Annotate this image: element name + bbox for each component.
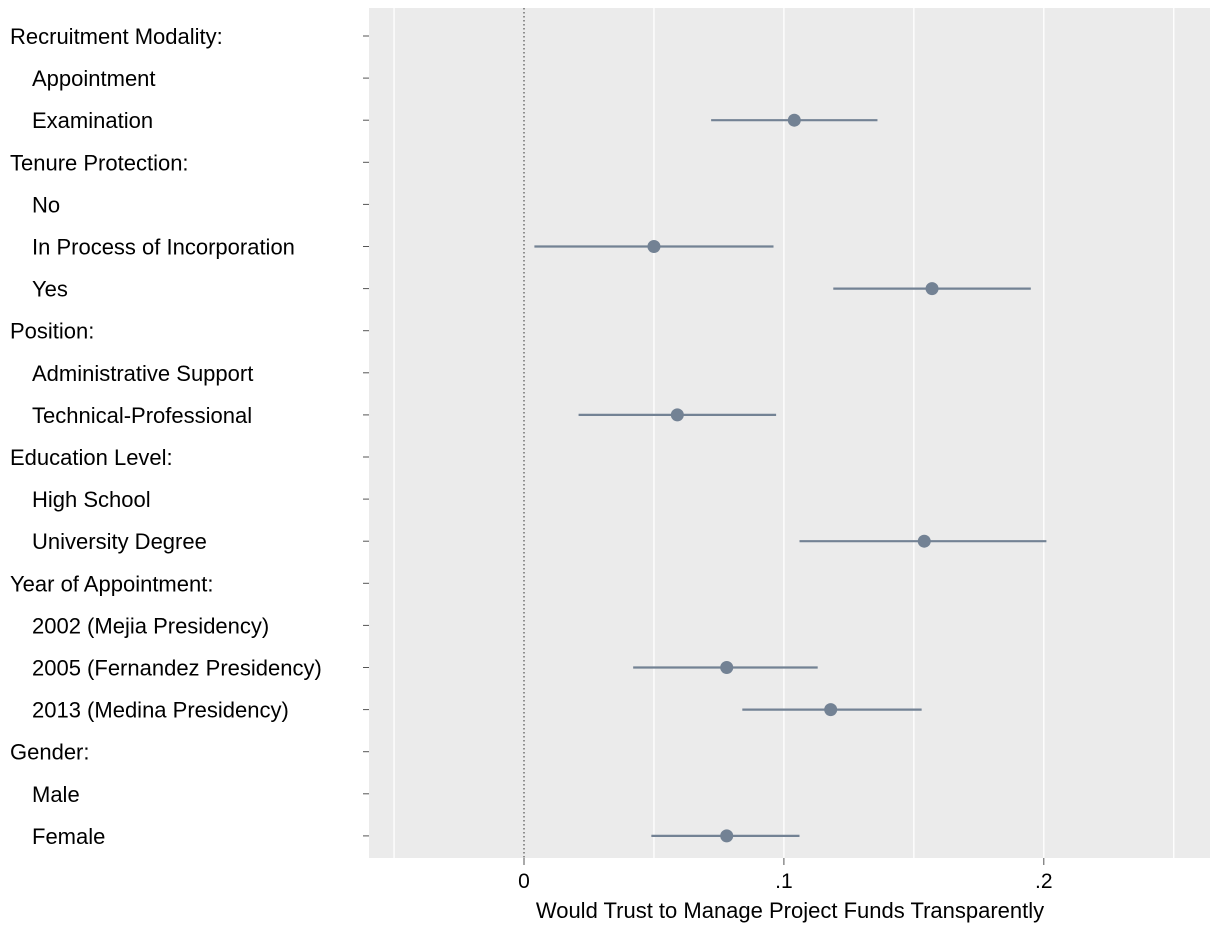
x-tick-label: .1 — [775, 870, 793, 893]
x-axis-title: Would Trust to Manage Project Funds Tran… — [536, 898, 1044, 923]
point-estimate — [720, 661, 734, 674]
x-tick-label: 0 — [518, 870, 530, 893]
category-label: 2005 (Fernandez Presidency) — [32, 656, 322, 681]
category-label: Male — [32, 782, 80, 807]
group-header-label: Recruitment Modality: — [10, 24, 223, 49]
category-label: Appointment — [32, 66, 156, 91]
group-header-label: Tenure Protection: — [10, 150, 189, 175]
point-estimate — [824, 703, 838, 717]
y-axis-labels: Recruitment Modality: Appointment Examinat… — [10, 24, 322, 849]
y-axis-ticks — [363, 35, 369, 837]
category-label: Yes — [32, 277, 68, 302]
x-tick-label: .2 — [1035, 870, 1053, 893]
gridlines — [393, 8, 1175, 858]
category-label: Female — [32, 824, 105, 849]
group-header-label: Year of Appointment: — [10, 571, 213, 596]
point-estimate — [925, 282, 939, 296]
point-estimates — [647, 113, 939, 843]
point-estimate — [917, 534, 931, 548]
group-header-label: Gender: — [10, 740, 90, 765]
category-label: In Process of Incorporation — [32, 235, 295, 260]
point-estimate — [720, 829, 734, 843]
category-label: Technical-Professional — [32, 403, 252, 428]
category-label: Examination — [32, 108, 153, 133]
point-estimate — [787, 113, 801, 127]
category-label: High School — [32, 487, 151, 512]
category-label: 2002 (Mejia Presidency) — [32, 613, 269, 638]
group-header-label: Position: — [10, 319, 94, 344]
plot-background — [369, 8, 1210, 858]
category-label: Administrative Support — [32, 361, 253, 386]
group-header-label: Education Level: — [10, 445, 173, 470]
point-estimate — [670, 408, 684, 422]
x-axis-ticks: 0 .1 .2 — [518, 858, 1053, 893]
category-label: University Degree — [32, 529, 207, 554]
point-estimate — [647, 240, 661, 253]
category-label: No — [32, 192, 60, 217]
category-label: 2013 (Medina Presidency) — [32, 698, 289, 723]
